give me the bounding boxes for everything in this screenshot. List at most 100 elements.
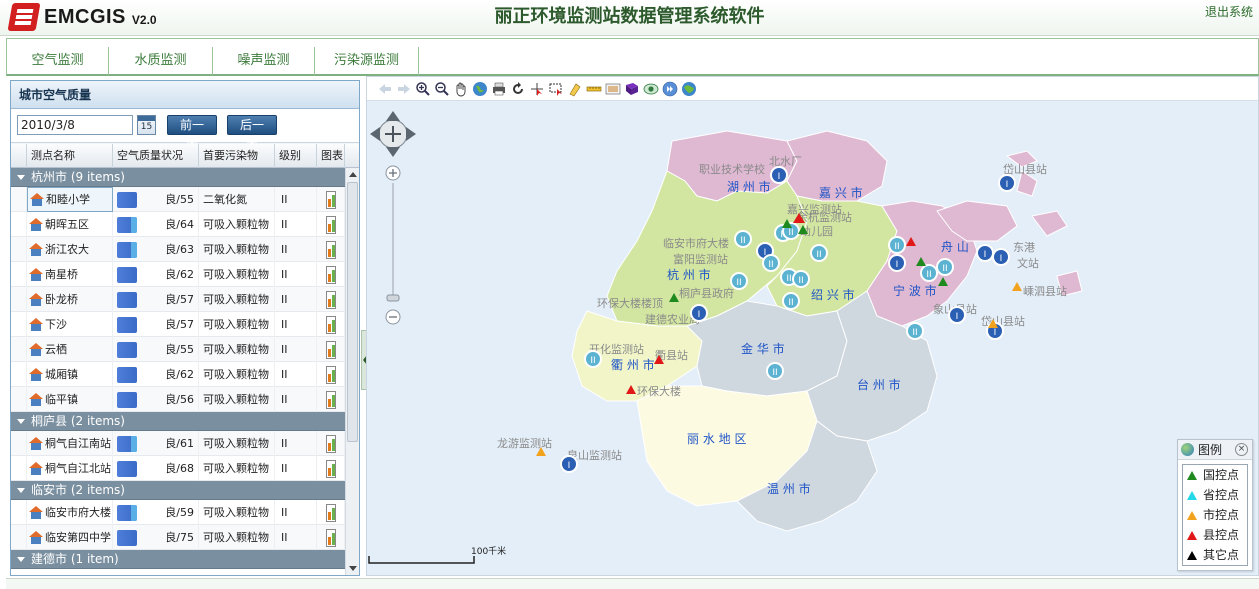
- chart-cell[interactable]: [317, 387, 345, 412]
- chart-cell[interactable]: [317, 362, 345, 387]
- tab-pollution-source[interactable]: 污染源监测: [315, 47, 419, 75]
- group-row[interactable]: 杭州市 (9 items): [11, 168, 345, 187]
- city-point-icon[interactable]: [988, 319, 998, 328]
- table-row[interactable]: 桐气自江北站 良/68 可吸入颗粒物 II: [11, 456, 345, 481]
- zoom-slider-handle[interactable]: [386, 294, 400, 302]
- station-name-cell[interactable]: 下沙: [27, 312, 113, 337]
- station-name-cell[interactable]: 云栖: [27, 337, 113, 362]
- world-globe-icon[interactable]: [681, 81, 697, 97]
- bar-chart-icon[interactable]: [325, 503, 336, 522]
- col-chart[interactable]: 图表: [317, 144, 345, 168]
- city-point-icon[interactable]: [536, 447, 546, 456]
- station-name-cell[interactable]: 和睦小学: [27, 187, 113, 212]
- group-row[interactable]: 桐庐县 (2 items): [11, 412, 345, 431]
- station-name-cell[interactable]: 城厢镇: [27, 362, 113, 387]
- eagle-eye-icon[interactable]: [643, 81, 659, 97]
- refresh-icon[interactable]: [510, 81, 526, 97]
- chart-cell[interactable]: [317, 500, 345, 525]
- chart-cell[interactable]: [317, 237, 345, 262]
- legend-close-icon[interactable]: ×: [1235, 443, 1248, 456]
- bar-chart-icon[interactable]: [325, 340, 336, 359]
- station-marker-icon[interactable]: I: [888, 254, 906, 272]
- triangle-markers[interactable]: [536, 213, 1022, 456]
- col-primary-pollutant[interactable]: 首要污染物: [199, 144, 275, 168]
- bar-chart-icon[interactable]: [325, 528, 336, 547]
- city-point-icon[interactable]: [1012, 282, 1022, 291]
- scroll-down-icon[interactable]: [349, 566, 357, 571]
- calendar-icon[interactable]: 15: [137, 115, 156, 135]
- scroll-thumb[interactable]: [347, 182, 358, 442]
- station-marker-icon[interactable]: I: [998, 174, 1016, 192]
- col-station-name[interactable]: 测点名称: [27, 144, 113, 168]
- date-input[interactable]: 2010/3/8: [17, 115, 133, 135]
- station-marker-icon[interactable]: II: [810, 244, 828, 262]
- print-icon[interactable]: [491, 81, 507, 97]
- zoom-out-control-icon[interactable]: [385, 309, 401, 325]
- tab-noise[interactable]: 噪声监测: [213, 47, 315, 75]
- table-row[interactable]: 城厢镇 良/62 可吸入颗粒物 II: [11, 362, 345, 387]
- station-name-cell[interactable]: 朝晖五区: [27, 212, 113, 237]
- table-row[interactable]: 朝晖五区 良/64 可吸入颗粒物 II: [11, 212, 345, 237]
- county-point-icon[interactable]: [654, 355, 664, 364]
- bar-chart-icon[interactable]: [325, 290, 336, 309]
- play-forward-icon[interactable]: [662, 81, 678, 97]
- table-row[interactable]: 临安市府大楼 良/59 可吸入颗粒物 II: [11, 500, 345, 525]
- station-name-cell[interactable]: 临平镇: [27, 387, 113, 412]
- pan-control-icon[interactable]: [370, 111, 416, 157]
- station-marker-icon[interactable]: I: [560, 455, 578, 473]
- grid-scrollbar[interactable]: [345, 168, 359, 575]
- national-point-icon[interactable]: [782, 219, 792, 228]
- region-zhoushan[interactable]: [936, 200, 1018, 242]
- bar-chart-icon[interactable]: [325, 365, 336, 384]
- chart-cell[interactable]: [317, 262, 345, 287]
- chart-cell[interactable]: [317, 456, 345, 481]
- collapse-triangle-icon[interactable]: [17, 175, 25, 180]
- chart-cell[interactable]: [317, 337, 345, 362]
- select-box-icon[interactable]: [548, 81, 564, 97]
- chart-cell[interactable]: [317, 525, 345, 550]
- bar-chart-icon[interactable]: [325, 265, 336, 284]
- forward-arrow-icon[interactable]: [396, 81, 412, 97]
- bar-chart-icon[interactable]: [325, 315, 336, 334]
- bar-chart-icon[interactable]: [325, 459, 336, 478]
- station-name-cell[interactable]: 桐气自江北站: [27, 456, 113, 481]
- national-point-icon[interactable]: [916, 257, 926, 266]
- national-point-icon[interactable]: [798, 225, 808, 234]
- chart-cell[interactable]: [317, 312, 345, 337]
- collapse-triangle-icon[interactable]: [17, 419, 25, 424]
- col-air-quality[interactable]: 空气质量状况: [113, 144, 199, 168]
- collapse-triangle-icon[interactable]: [17, 557, 25, 562]
- county-point-icon[interactable]: [793, 213, 805, 223]
- station-name-cell[interactable]: 临安市府大楼: [27, 500, 113, 525]
- station-marker-icon[interactable]: II: [730, 272, 748, 290]
- table-row[interactable]: 桐气自江南站 良/61 可吸入颗粒物 II: [11, 431, 345, 456]
- prev-day-button[interactable]: 前一天: [167, 115, 217, 150]
- county-point-icon[interactable]: [626, 385, 636, 394]
- clear-eraser-icon[interactable]: [567, 81, 583, 97]
- table-row[interactable]: 南星桥 良/62 可吸入颗粒物 II: [11, 262, 345, 287]
- tab-water[interactable]: 水质监测: [109, 47, 213, 75]
- station-marker-icon[interactable]: II: [766, 362, 784, 380]
- group-row[interactable]: 临安市 (2 items): [11, 481, 345, 500]
- region-wenzhou[interactable]: [736, 420, 878, 532]
- chart-cell[interactable]: [317, 287, 345, 312]
- station-marker-icon[interactable]: II: [734, 230, 752, 248]
- measure-ruler-icon[interactable]: [586, 81, 602, 97]
- zhejiang-map[interactable]: 湖 州 市 嘉 兴 市 杭 州 市 绍 兴 市 宁 波 市 舟 山 衢 州 市 …: [367, 101, 1259, 576]
- national-point-icon[interactable]: [669, 293, 679, 302]
- station-name-cell[interactable]: 南星桥: [27, 262, 113, 287]
- layers-book-icon[interactable]: [624, 81, 640, 97]
- table-row[interactable]: 卧龙桥 良/57 可吸入颗粒物 II: [11, 287, 345, 312]
- county-point-icon[interactable]: [906, 237, 916, 246]
- station-marker-icon[interactable]: I: [690, 304, 708, 322]
- station-marker-icon[interactable]: I: [948, 306, 966, 324]
- station-marker-icon[interactable]: II: [936, 258, 954, 276]
- bar-chart-icon[interactable]: [325, 215, 336, 234]
- station-name-cell[interactable]: 卧龙桥: [27, 287, 113, 312]
- next-day-button[interactable]: 后一天: [227, 115, 277, 150]
- pan-hand-icon[interactable]: [453, 81, 469, 97]
- table-row[interactable]: 下沙 良/57 可吸入颗粒物 II: [11, 312, 345, 337]
- station-marker-icon[interactable]: II: [888, 236, 906, 254]
- station-marker-icon[interactable]: II: [792, 270, 810, 288]
